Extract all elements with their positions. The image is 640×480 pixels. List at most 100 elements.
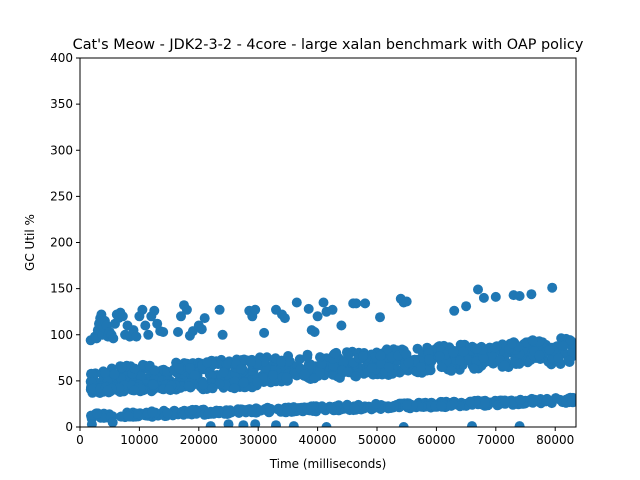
- data-point: [515, 394, 526, 405]
- data-point: [527, 335, 538, 346]
- y-tick-label: 350: [50, 97, 73, 111]
- data-point: [281, 372, 292, 383]
- data-point: [478, 352, 489, 363]
- data-point: [514, 291, 525, 301]
- data-point: [291, 297, 302, 308]
- data-point: [553, 353, 564, 363]
- data-point: [527, 397, 538, 408]
- data-point: [131, 331, 142, 342]
- data-point: [327, 304, 338, 315]
- data-point: [283, 356, 294, 367]
- data-point: [434, 351, 445, 362]
- x-tick-label: 70000: [477, 433, 515, 447]
- data-point: [312, 311, 323, 322]
- data-point: [123, 411, 134, 422]
- data-point: [376, 358, 387, 369]
- data-point: [222, 409, 233, 419]
- data-point: [117, 362, 128, 373]
- data-point: [401, 400, 412, 410]
- data-point: [558, 340, 569, 351]
- y-tick-label: 0: [65, 420, 73, 434]
- x-tick-label: 30000: [239, 433, 277, 447]
- data-point: [499, 395, 510, 406]
- data-point: [321, 422, 332, 427]
- data-point: [143, 329, 154, 340]
- data-point: [329, 348, 340, 359]
- data-point: [448, 347, 459, 358]
- data-point: [358, 351, 369, 362]
- data-point: [315, 352, 325, 363]
- data-point: [486, 350, 497, 361]
- data-point: [303, 303, 314, 314]
- data-point: [176, 311, 186, 322]
- data-points: [85, 282, 576, 427]
- data-point: [129, 363, 140, 374]
- data-point: [181, 304, 192, 315]
- data-point: [465, 396, 476, 407]
- data-point: [567, 395, 576, 406]
- data-point: [238, 377, 249, 388]
- y-tick-label: 200: [50, 236, 73, 250]
- x-tick-label: 60000: [417, 433, 455, 447]
- data-point: [424, 354, 435, 365]
- data-point: [99, 367, 110, 378]
- data-point: [238, 405, 249, 416]
- data-point: [351, 298, 362, 309]
- data-point: [92, 408, 102, 419]
- data-point: [398, 422, 409, 427]
- x-tick-label: 10000: [120, 433, 158, 447]
- data-point: [196, 324, 207, 335]
- data-point: [131, 408, 142, 419]
- data-point: [489, 342, 500, 353]
- data-point: [140, 320, 151, 331]
- data-point: [218, 367, 229, 378]
- data-point: [360, 298, 371, 309]
- data-point: [109, 369, 120, 380]
- data-point: [271, 420, 281, 427]
- data-point: [462, 354, 473, 365]
- y-tick-label: 300: [50, 143, 73, 157]
- y-tick-label: 100: [50, 328, 73, 342]
- data-point: [108, 333, 119, 344]
- data-point: [299, 369, 310, 380]
- data-point: [164, 384, 175, 395]
- x-axis-label: Time (milliseconds): [269, 457, 387, 471]
- data-point: [245, 356, 256, 367]
- data-point: [252, 377, 263, 388]
- data-point: [351, 371, 362, 382]
- data-point: [455, 355, 465, 366]
- x-axis-ticks: 0 10000 20000 30000 40000 50000 60000 70000 8000…: [76, 427, 574, 447]
- data-point: [288, 421, 299, 427]
- x-tick-label: 50000: [358, 433, 396, 447]
- data-point: [480, 398, 490, 409]
- data-point: [217, 329, 228, 340]
- data-point: [158, 327, 169, 337]
- data-point: [202, 357, 212, 368]
- data-point: [336, 320, 347, 331]
- y-tick-label: 400: [50, 51, 73, 65]
- data-point: [473, 284, 483, 295]
- chart-title: Cat's Meow - JDK2-3-2 - 4core - large xa…: [73, 37, 584, 53]
- data-point: [381, 344, 392, 355]
- data-point: [349, 403, 360, 414]
- data-point: [199, 313, 210, 324]
- data-point: [449, 305, 460, 316]
- data-point: [403, 357, 414, 368]
- x-tick-label: 0: [76, 433, 84, 447]
- data-point: [136, 371, 146, 382]
- data-point: [490, 291, 501, 302]
- data-point: [318, 297, 329, 308]
- data-point: [370, 398, 381, 409]
- data-point: [259, 327, 270, 338]
- data-point: [565, 335, 575, 346]
- data-point: [507, 338, 517, 349]
- data-point: [542, 395, 553, 406]
- x-tick-label: 40000: [299, 433, 337, 447]
- data-point: [114, 383, 125, 394]
- data-point: [117, 311, 128, 322]
- data-point: [334, 372, 345, 383]
- data-point: [268, 370, 279, 381]
- data-point: [187, 404, 198, 415]
- data-point: [174, 363, 184, 374]
